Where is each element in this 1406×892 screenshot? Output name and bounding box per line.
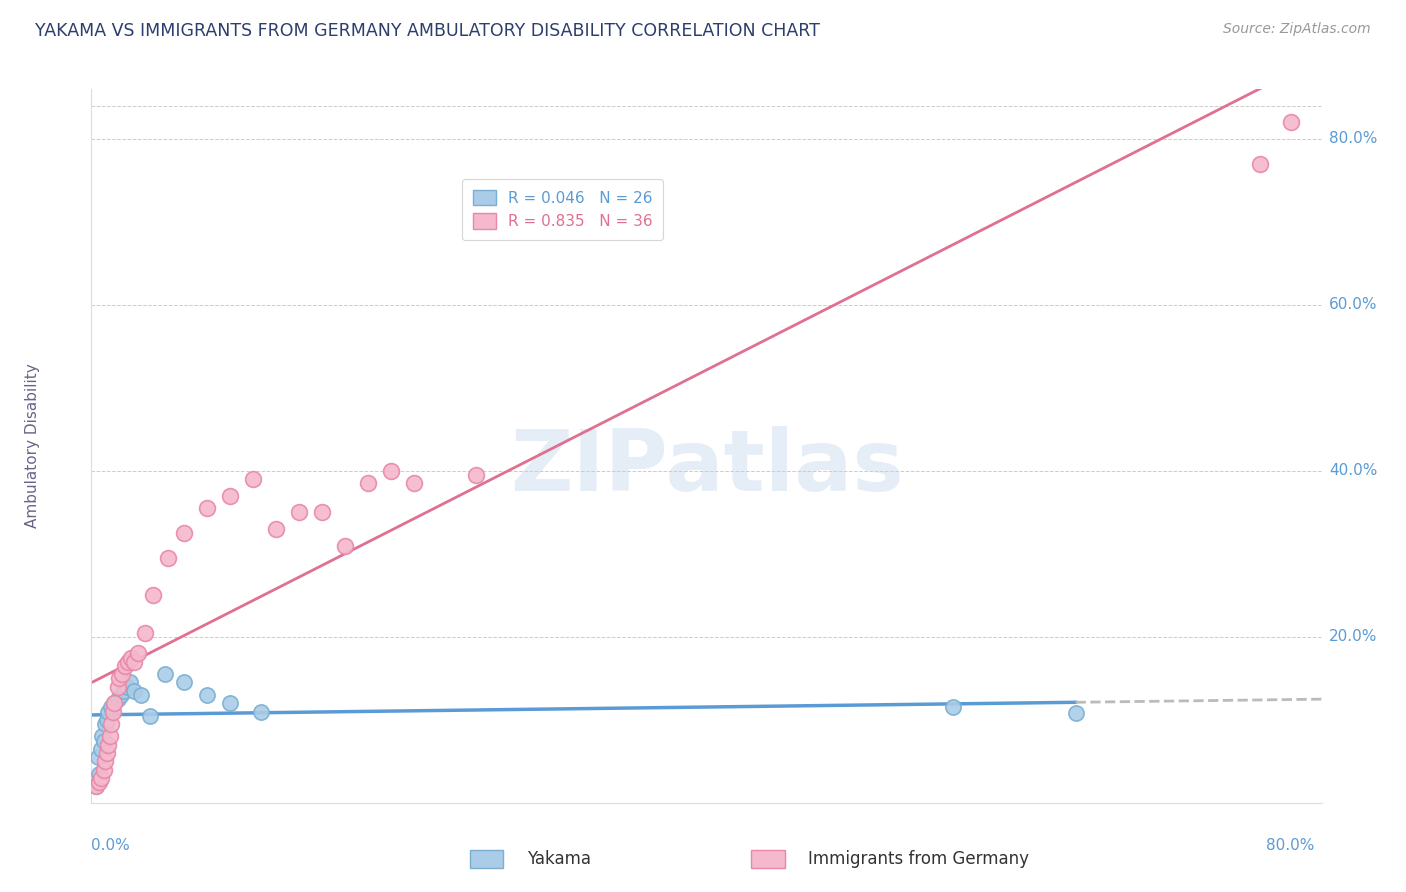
Point — [117, 655, 139, 669]
Point — [157, 551, 180, 566]
Point — [87, 775, 110, 789]
Text: Yakama: Yakama — [527, 850, 592, 868]
Text: 80.0%: 80.0% — [1329, 131, 1378, 146]
Point — [115, 680, 138, 694]
Point — [264, 522, 287, 536]
Text: 0.0%: 0.0% — [91, 838, 131, 853]
Point — [94, 717, 117, 731]
Point — [218, 696, 240, 710]
Point — [94, 754, 117, 768]
Text: Immigrants from Germany: Immigrants from Germany — [808, 850, 1029, 868]
Point — [139, 708, 162, 723]
Point — [120, 650, 142, 665]
Point — [96, 713, 118, 727]
Text: YAKAMA VS IMMIGRANTS FROM GERMANY AMBULATORY DISABILITY CORRELATION CHART: YAKAMA VS IMMIGRANTS FROM GERMANY AMBULA… — [35, 22, 820, 40]
Point — [84, 779, 107, 793]
Point — [107, 692, 129, 706]
Point — [311, 505, 333, 519]
Point — [91, 730, 114, 744]
Point — [357, 476, 380, 491]
Point — [103, 696, 125, 710]
Point — [114, 659, 136, 673]
Point — [108, 671, 131, 685]
Point — [90, 742, 112, 756]
Text: Ambulatory Disability: Ambulatory Disability — [25, 364, 41, 528]
Point — [173, 526, 195, 541]
Point — [380, 464, 402, 478]
Point — [242, 472, 264, 486]
Point — [93, 733, 115, 747]
Point — [134, 625, 156, 640]
Point — [124, 655, 146, 669]
Point — [100, 717, 122, 731]
Point — [124, 683, 146, 698]
Point — [1249, 157, 1271, 171]
Point — [1064, 706, 1087, 721]
Point — [127, 647, 149, 661]
Point — [1279, 115, 1302, 129]
Point — [118, 675, 141, 690]
Point — [86, 750, 108, 764]
Point — [173, 675, 195, 690]
Point — [84, 779, 107, 793]
Point — [96, 746, 118, 760]
Point — [97, 705, 120, 719]
Point — [103, 696, 125, 710]
Point — [90, 771, 112, 785]
Point — [195, 501, 218, 516]
Point — [153, 667, 177, 681]
Point — [129, 688, 152, 702]
Point — [93, 763, 115, 777]
Legend: R = 0.046   N = 26, R = 0.835   N = 36: R = 0.046 N = 26, R = 0.835 N = 36 — [463, 179, 664, 240]
Point — [112, 683, 135, 698]
Point — [333, 539, 356, 553]
Text: Source: ZipAtlas.com: Source: ZipAtlas.com — [1223, 22, 1371, 37]
Text: ZIPatlas: ZIPatlas — [509, 425, 904, 509]
Point — [101, 705, 124, 719]
Point — [464, 468, 486, 483]
Point — [218, 489, 240, 503]
Point — [98, 730, 121, 744]
Point — [404, 476, 426, 491]
Text: 60.0%: 60.0% — [1329, 297, 1378, 312]
Point — [87, 766, 110, 780]
Point — [942, 700, 965, 714]
Point — [142, 588, 165, 602]
Point — [100, 700, 122, 714]
Point — [111, 667, 134, 681]
Text: 40.0%: 40.0% — [1329, 463, 1378, 478]
Point — [97, 738, 120, 752]
Point — [195, 688, 218, 702]
Point — [288, 505, 311, 519]
Point — [107, 680, 129, 694]
Text: 20.0%: 20.0% — [1329, 630, 1378, 644]
Text: 80.0%: 80.0% — [1265, 838, 1315, 853]
Point — [110, 688, 132, 702]
Point — [249, 705, 271, 719]
